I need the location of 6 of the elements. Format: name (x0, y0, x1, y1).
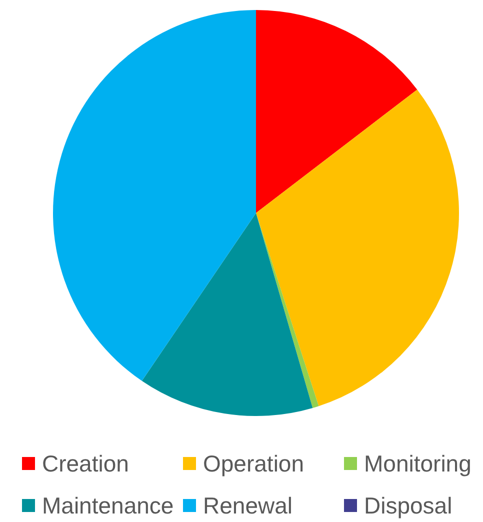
legend-label: Renewal (203, 492, 292, 518)
legend-label: Disposal (364, 492, 452, 518)
legend-label: Operation (203, 450, 304, 476)
legend-label: Maintenance (42, 492, 174, 518)
legend-label: Creation (42, 450, 129, 476)
legend-label: Monitoring (364, 450, 472, 476)
